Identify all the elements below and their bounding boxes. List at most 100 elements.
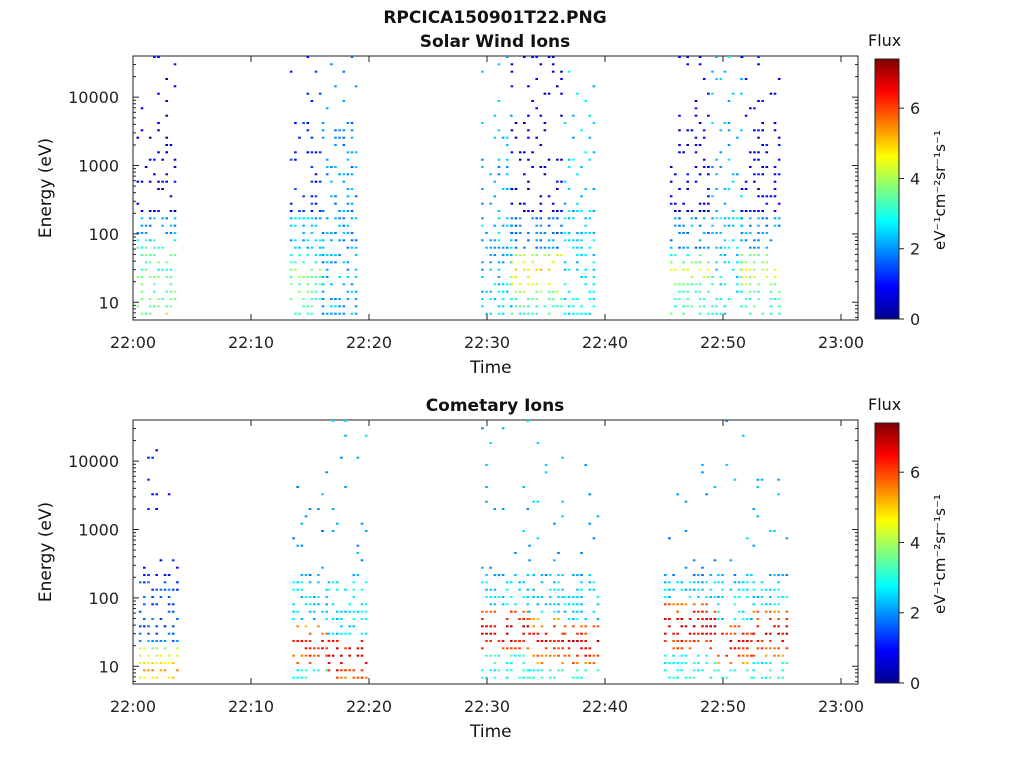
spectrogram-cell (514, 254, 518, 256)
spectrogram-cell (567, 647, 571, 650)
spectrogram-cell (536, 662, 540, 664)
spectrogram-cell (505, 166, 509, 168)
spectrogram-cell (155, 654, 158, 657)
spectrogram-cell (321, 530, 324, 532)
spectrogram-cell (165, 305, 168, 308)
spectrogram-cell (138, 654, 142, 657)
spectrogram-cell (733, 618, 737, 620)
spectrogram-cell (549, 574, 552, 576)
spectrogram-cell (364, 618, 368, 620)
spectrogram-cell (692, 581, 696, 584)
spectrogram-cell (140, 232, 144, 234)
spectrogram-cell (340, 625, 343, 628)
spectrogram-cell (676, 618, 679, 620)
spectrogram-cell (289, 298, 293, 300)
spectrogram-cell (723, 261, 727, 264)
spectrogram-cell (167, 603, 171, 606)
spectrogram-cell (527, 210, 530, 212)
spectrogram-cell (505, 188, 509, 190)
spectrogram-cell (698, 268, 702, 271)
y-tick-label: 10 (99, 657, 119, 676)
spectrogram-cell (136, 202, 140, 205)
spectrogram-cell (715, 305, 718, 308)
x-tick-label: 22:50 (700, 333, 746, 352)
spectrogram-cell (157, 276, 160, 278)
spectrogram-cell (701, 625, 704, 628)
spectrogram-cell (144, 246, 148, 249)
spectrogram-cell (140, 129, 144, 132)
spectrogram-cell (560, 180, 563, 183)
spectrogram-cell (318, 276, 322, 278)
spectrogram-cell (136, 232, 140, 234)
spectrogram-cell (532, 618, 535, 620)
spectrogram-cell (481, 188, 484, 190)
spectrogram-cell (489, 603, 492, 606)
spectrogram-cell (753, 305, 756, 308)
spectrogram-cell (493, 676, 497, 679)
spectrogram-cell (310, 166, 314, 168)
spectrogram-cell (294, 158, 297, 161)
spectrogram-cell (306, 276, 310, 278)
spectrogram-cell (697, 574, 700, 576)
spectrogram-cell (526, 676, 530, 679)
spectrogram-cell (501, 305, 505, 308)
spectrogram-cell (140, 298, 144, 300)
spectrogram-cell (557, 552, 560, 554)
spectrogram-cell (560, 232, 563, 234)
spectrogram-cell (553, 618, 556, 620)
spectrogram-cell (531, 151, 534, 154)
spectrogram-cell (514, 232, 518, 234)
spectrogram-cell (489, 268, 492, 271)
spectrogram-cell (528, 618, 531, 620)
spectrogram-cell (317, 625, 320, 628)
spectrogram-cell (713, 662, 717, 664)
spectrogram-cell (327, 669, 331, 672)
spectrogram-cell (334, 144, 337, 146)
spectrogram-cell (510, 129, 514, 132)
spectrogram-cell (764, 632, 768, 635)
spectrogram-cell (757, 195, 760, 198)
spectrogram-cell (321, 210, 325, 212)
spectrogram-cell (707, 261, 710, 264)
spectrogram-cell (298, 136, 301, 139)
spectrogram-cell (560, 298, 563, 300)
spectrogram-cell (489, 640, 492, 642)
spectrogram-cell (580, 647, 583, 650)
spectrogram-cell (528, 669, 531, 672)
spectrogram-cell (294, 239, 297, 242)
spectrogram-cell (560, 305, 563, 308)
spectrogram-cell (348, 669, 351, 672)
spectrogram-cell (584, 647, 587, 650)
x-tick-label: 22:00 (110, 333, 156, 352)
spectrogram-cell (584, 100, 587, 102)
spectrogram-cell (493, 632, 497, 635)
spectrogram-cell (306, 312, 310, 315)
spectrogram-cell (588, 574, 592, 576)
spectrogram-cell (717, 654, 720, 657)
spectrogram-cell (567, 596, 571, 598)
spectrogram-cell (705, 632, 708, 635)
spectrogram-cell (298, 246, 301, 249)
spectrogram-cell (553, 647, 556, 650)
spectrogram-cell (711, 276, 714, 278)
spectrogram-cell (561, 632, 564, 635)
spectrogram-cell (340, 669, 343, 672)
spectrogram-cell (338, 239, 341, 242)
spectrogram-cell (493, 246, 497, 249)
spectrogram-cell (310, 136, 314, 139)
spectrogram-cell (302, 261, 305, 264)
spectrogram-cell (584, 283, 587, 286)
spectrogram-cell (317, 574, 320, 576)
spectrogram-cell (165, 276, 168, 278)
spectrogram-cell (740, 210, 744, 212)
spectrogram-cell (549, 588, 552, 591)
spectrogram-cell (709, 596, 712, 598)
spectrogram-cell (544, 647, 548, 650)
spectrogram-cell (148, 261, 152, 264)
spectrogram-cell (505, 676, 509, 679)
spectrogram-cell (584, 312, 587, 315)
spectrogram-cell (680, 669, 684, 672)
spectrogram-cell (707, 114, 710, 117)
spectrogram-cell (489, 566, 492, 569)
colorbar-tick-label: 0 (910, 310, 920, 329)
